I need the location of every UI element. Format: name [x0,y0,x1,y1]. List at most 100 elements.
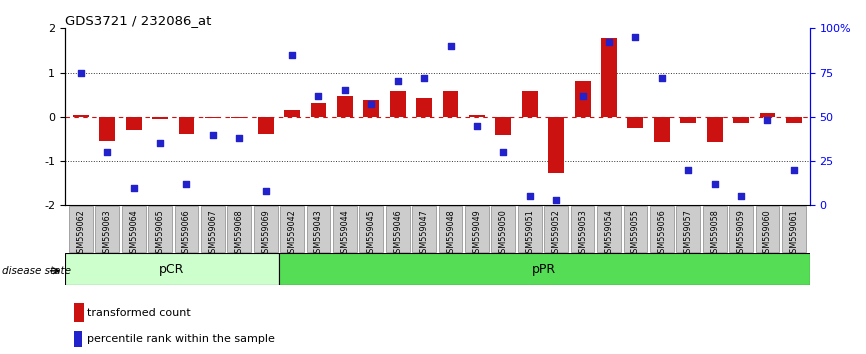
FancyBboxPatch shape [386,206,410,252]
Bar [575,81,591,117]
Point [312,93,326,98]
Bar [522,91,538,117]
Bar [152,117,168,119]
FancyBboxPatch shape [279,253,810,285]
Point [206,132,220,137]
FancyBboxPatch shape [729,206,753,252]
FancyBboxPatch shape [307,206,330,252]
Point [629,34,643,40]
Text: GSM559057: GSM559057 [684,209,693,258]
Text: GSM559053: GSM559053 [578,209,587,258]
Point [523,194,537,199]
Bar [786,117,802,124]
Text: GSM559043: GSM559043 [314,209,323,258]
Point [549,197,563,203]
Point [576,93,590,98]
Bar [681,117,696,124]
Point [602,40,616,45]
Bar [364,100,379,117]
Point [417,75,431,81]
Bar [601,38,617,117]
Point [682,167,695,173]
Text: GSM559064: GSM559064 [129,209,138,258]
Text: GSM559063: GSM559063 [103,209,112,258]
Text: pCR: pCR [159,263,184,275]
Bar [734,117,749,124]
Text: GSM559055: GSM559055 [631,209,640,258]
FancyBboxPatch shape [492,206,515,252]
FancyBboxPatch shape [412,206,436,252]
Text: GSM559049: GSM559049 [473,209,481,258]
Bar [628,117,643,128]
Point [153,141,167,146]
Point [787,167,801,173]
Bar [337,96,352,117]
Text: GSM559062: GSM559062 [76,209,85,258]
Point [74,70,87,75]
FancyBboxPatch shape [359,206,383,252]
FancyBboxPatch shape [254,206,277,252]
FancyBboxPatch shape [465,206,488,252]
Bar [126,117,141,130]
Bar [390,91,405,117]
Point [655,75,669,81]
Point [100,149,114,155]
Point [391,79,404,84]
Point [708,181,721,187]
Text: GSM559069: GSM559069 [262,209,270,258]
Bar [231,117,247,118]
Text: GSM559058: GSM559058 [710,209,719,258]
Point [126,185,140,190]
Text: GSM559052: GSM559052 [552,209,560,258]
Point [760,118,774,123]
FancyBboxPatch shape [65,253,279,285]
Text: GSM559046: GSM559046 [393,209,402,258]
Text: GSM559059: GSM559059 [737,209,746,258]
FancyBboxPatch shape [281,206,304,252]
Text: GSM559047: GSM559047 [420,209,429,258]
FancyBboxPatch shape [571,206,594,252]
Text: GSM559045: GSM559045 [367,209,376,258]
Bar [73,115,88,117]
Point [285,52,299,58]
Point [259,188,273,194]
FancyBboxPatch shape [201,206,225,252]
Text: GSM559065: GSM559065 [156,209,165,258]
FancyBboxPatch shape [333,206,357,252]
FancyBboxPatch shape [598,206,621,252]
Bar [284,110,300,117]
Text: GSM559067: GSM559067 [209,209,217,258]
Point [338,87,352,93]
Text: GSM559066: GSM559066 [182,209,191,258]
FancyBboxPatch shape [439,206,462,252]
Bar [443,91,458,117]
Point [179,181,193,187]
Text: GSM559042: GSM559042 [288,209,296,258]
Text: GSM559050: GSM559050 [499,209,507,258]
Text: GSM559051: GSM559051 [526,209,534,258]
Text: GDS3721 / 232086_at: GDS3721 / 232086_at [65,14,211,27]
FancyBboxPatch shape [702,206,727,252]
Point [443,43,457,49]
Bar [759,113,775,117]
Bar [469,115,485,117]
Point [365,102,378,107]
FancyBboxPatch shape [228,206,251,252]
Text: pPR: pPR [533,263,556,275]
Bar [417,98,432,117]
Text: GSM559061: GSM559061 [790,209,798,258]
FancyBboxPatch shape [175,206,198,252]
Bar [654,117,669,143]
Bar [178,117,194,134]
Bar [311,103,326,117]
Bar [548,117,564,173]
Point [734,194,748,199]
FancyBboxPatch shape [676,206,700,252]
FancyBboxPatch shape [518,206,541,252]
FancyBboxPatch shape [545,206,568,252]
FancyBboxPatch shape [95,206,120,252]
Text: GSM559068: GSM559068 [235,209,243,258]
Bar [100,117,115,141]
Text: transformed count: transformed count [87,308,191,318]
FancyBboxPatch shape [69,206,93,252]
